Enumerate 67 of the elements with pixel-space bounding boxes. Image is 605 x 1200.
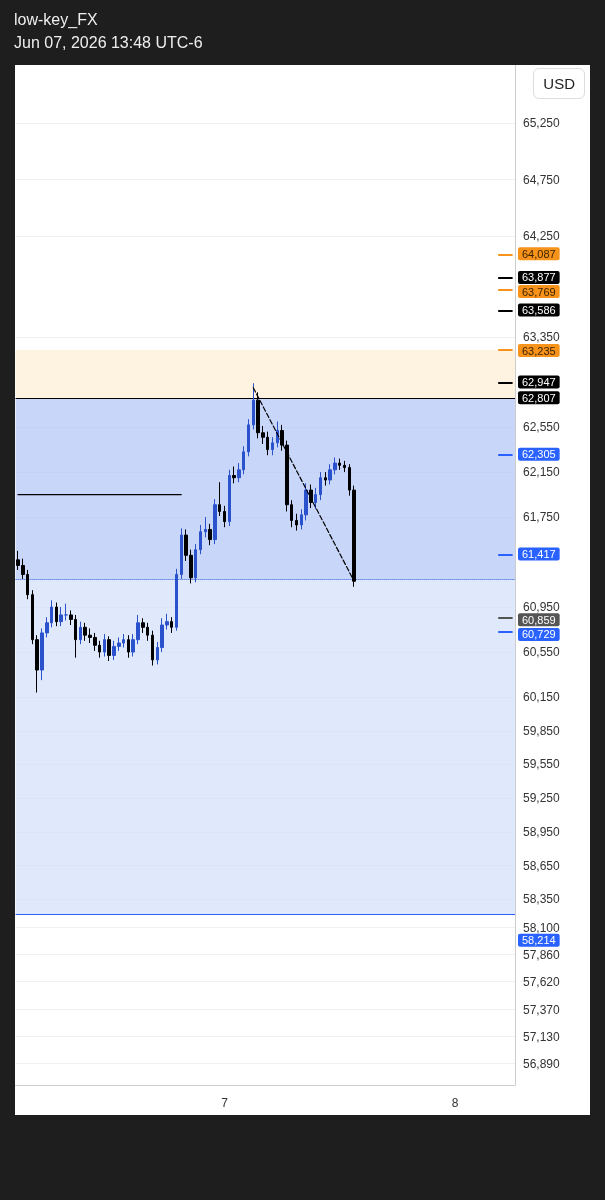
- x-tick-label: 8: [451, 1096, 459, 1110]
- candlestick: [107, 635, 111, 662]
- ref-line-label: 64,087: [522, 247, 556, 260]
- y-tick-label: 59,250: [523, 791, 561, 806]
- ref-line-label: 62,947: [522, 375, 556, 388]
- y-tick-label: 64,750: [523, 172, 561, 187]
- y-tick-label: 59,550: [523, 757, 561, 772]
- candlestick: [199, 524, 202, 555]
- candlestick: [252, 382, 255, 430]
- ref-line-label: 61,417: [522, 548, 556, 561]
- y-tick-label: 63,350: [523, 330, 561, 345]
- candlestick: [55, 602, 58, 627]
- ref-line-label: 63,586: [522, 304, 556, 317]
- y-tick-label: 60,150: [523, 690, 561, 705]
- y-tick-label: 57,860: [523, 947, 561, 962]
- ref-line-label: 63,769: [522, 285, 556, 298]
- candlestick: [103, 633, 106, 658]
- candlestick: [343, 460, 346, 473]
- candlestick: [127, 634, 130, 659]
- candlestick: [309, 483, 313, 509]
- y-tick-label: 60,550: [523, 645, 561, 660]
- candlestick: [213, 498, 217, 545]
- y-tick-label: 59,850: [523, 723, 561, 738]
- candlestick: [79, 621, 82, 645]
- y-tick-label: 60,950: [523, 600, 561, 615]
- text: USD: [533, 68, 585, 99]
- y-tick-label: 57,130: [523, 1029, 561, 1044]
- ref-line-label: 63,877: [522, 271, 556, 284]
- candlestick: [324, 471, 327, 487]
- candlestick: [204, 516, 207, 538]
- y-tick-label: 62,150: [523, 465, 561, 480]
- chart-subtitle: Jun 07, 2026 13:48 UTC-6: [14, 33, 203, 53]
- candlestick: [223, 505, 226, 528]
- y-tick-label: 57,620: [523, 974, 561, 989]
- ref-line-label: 58,214: [522, 934, 556, 947]
- candlestick: [271, 436, 274, 456]
- candlestick: [64, 603, 68, 622]
- y-tick-label: 58,950: [523, 824, 561, 839]
- candlestick: [295, 513, 298, 532]
- y-tick-label: 58,350: [523, 892, 561, 907]
- y-tick-label: 58,100: [523, 920, 561, 935]
- y-tick-label: 65,250: [523, 116, 561, 131]
- candlestick: [59, 606, 63, 627]
- ref-line-label: 62,305: [522, 448, 556, 461]
- candlestick: [151, 630, 154, 667]
- chart-title: low-key_FX: [14, 10, 99, 30]
- ref-line-label: 62,807: [522, 391, 556, 404]
- ref-line-label: 60,729: [522, 628, 556, 641]
- x-tick-label: 7: [221, 1096, 229, 1110]
- candlestick: [228, 469, 231, 527]
- y-tick-label: 64,250: [523, 228, 561, 243]
- candlestick: [314, 487, 317, 510]
- ref-line-label: 63,235: [522, 344, 556, 357]
- candlestick: [170, 616, 173, 634]
- y-tick-label: 62,550: [523, 420, 561, 435]
- y-tick-label: 61,750: [523, 510, 561, 525]
- candlestick: [319, 471, 322, 501]
- candlestick: [180, 527, 183, 580]
- y-tick-label: 56,890: [523, 1056, 561, 1071]
- candlestick: [232, 465, 236, 484]
- candlestick: [247, 418, 250, 457]
- candlestick: [338, 458, 341, 471]
- y-tick-label: 58,650: [523, 858, 561, 873]
- y-tick-label: 57,370: [523, 1002, 561, 1017]
- candlestick: [218, 481, 221, 517]
- ref-line-label: 60,859: [522, 613, 556, 626]
- candlestick: [208, 523, 212, 546]
